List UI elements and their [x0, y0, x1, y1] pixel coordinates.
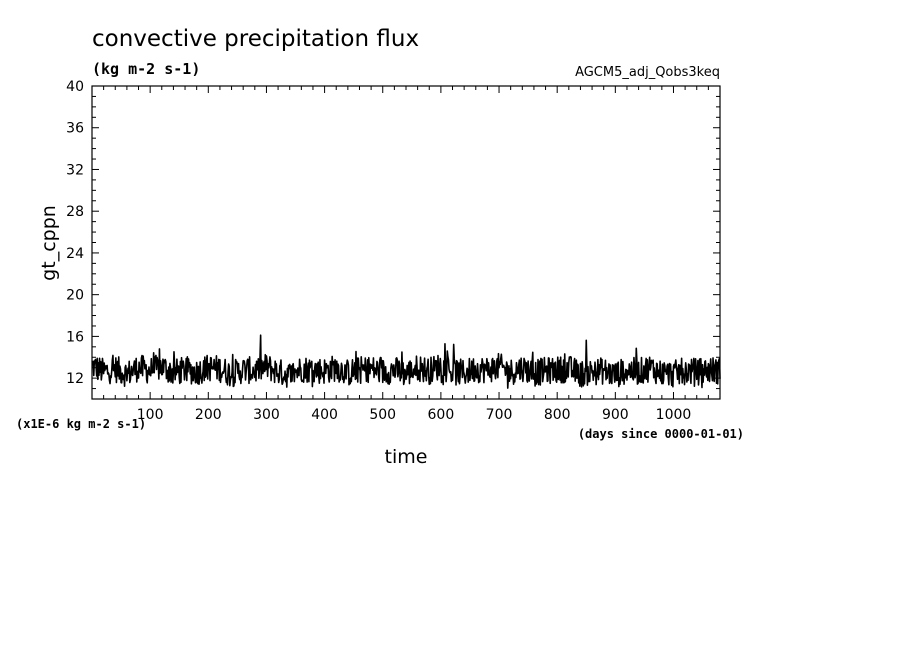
plot-frame	[91, 85, 721, 400]
y-tick-label: 12	[66, 371, 84, 387]
x-tick-label: 300	[253, 407, 280, 423]
chart-title: convective precipitation flux	[92, 26, 419, 52]
x-tick-label: 600	[428, 407, 455, 423]
y-axis-label: gt_cppn	[38, 205, 60, 281]
x-tick-label: 200	[195, 407, 222, 423]
y-tick-label: 40	[66, 79, 84, 95]
series-layer	[91, 334, 721, 389]
y-axis-ticks: 12 16 20 24 28 32 36 40	[66, 79, 720, 400]
y-tick-label: 20	[66, 288, 84, 304]
y-tick-label: 28	[66, 204, 84, 220]
x-tick-label: 100	[137, 407, 164, 423]
x-axis-ticks: 100 200 300 400 500 600 700 800 900 1000	[91, 86, 721, 423]
y-tick-label: 32	[66, 162, 84, 178]
chart-subtitle: (kg m-2 s-1)	[92, 60, 200, 78]
y-scale-label: (x1E-6 kg m-2 s-1)	[16, 417, 146, 431]
x-tick-label: 800	[544, 407, 571, 423]
x-axis-label: time	[385, 446, 428, 468]
x-tick-label: 700	[486, 407, 513, 423]
x-tick-label: 500	[369, 407, 396, 423]
run-label: AGCM5_adj_Qobs3keq	[575, 65, 720, 80]
x-units-label: (days since 0000-01-01)	[578, 427, 744, 441]
x-tick-label: 1000	[656, 407, 692, 423]
y-tick-label: 24	[66, 246, 84, 262]
series-line	[91, 334, 721, 389]
y-tick-label: 16	[66, 329, 84, 345]
x-tick-label: 400	[311, 407, 338, 423]
y-tick-label: 36	[66, 121, 84, 137]
x-tick-label: 900	[602, 407, 629, 423]
